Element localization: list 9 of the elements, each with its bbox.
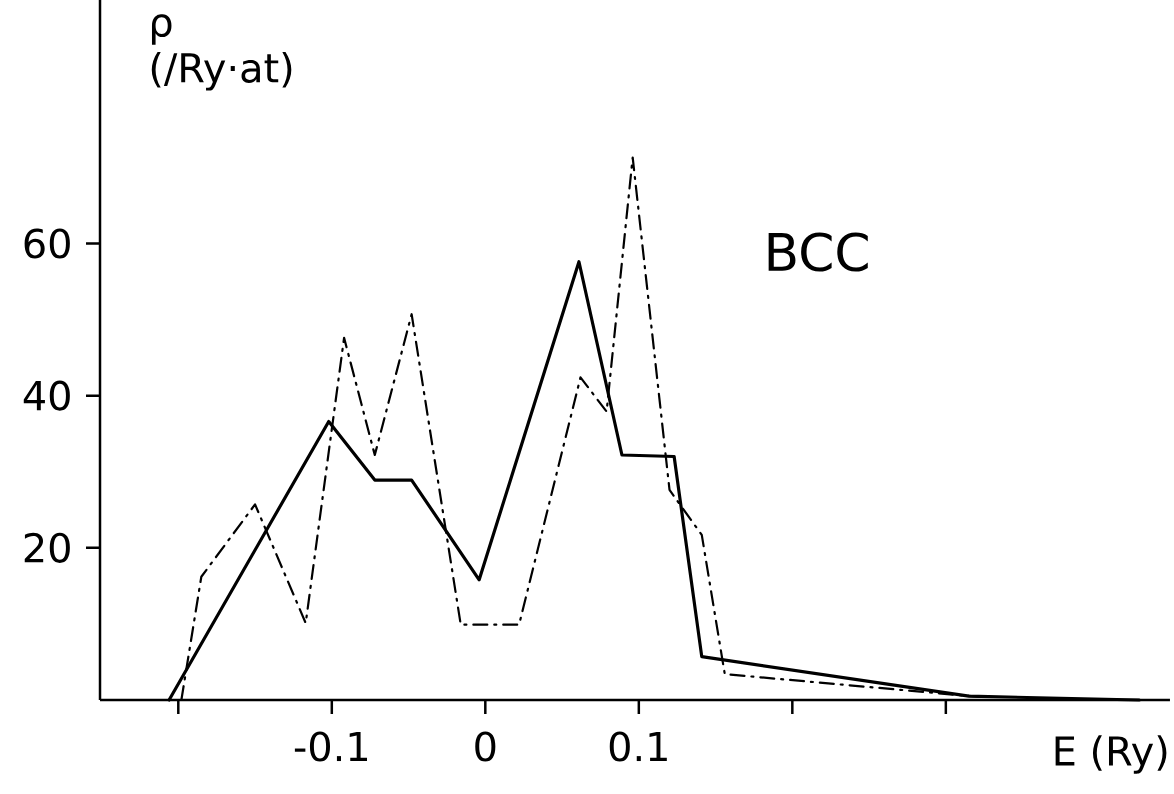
x-tick-label: -0.1: [294, 731, 367, 762]
x-tick-label: 0.1: [609, 731, 667, 762]
y-axis-title: ρ (/Ry·at): [151, 14, 292, 91]
x-tick-label: 0: [475, 731, 496, 762]
x-axis-title: E (Ry): [1055, 735, 1167, 774]
annotation: BCC: [768, 232, 868, 272]
y-tick-label: 60: [24, 228, 70, 259]
y-tick-label: 40: [23, 380, 70, 411]
y-tick-label: 20: [24, 532, 70, 563]
